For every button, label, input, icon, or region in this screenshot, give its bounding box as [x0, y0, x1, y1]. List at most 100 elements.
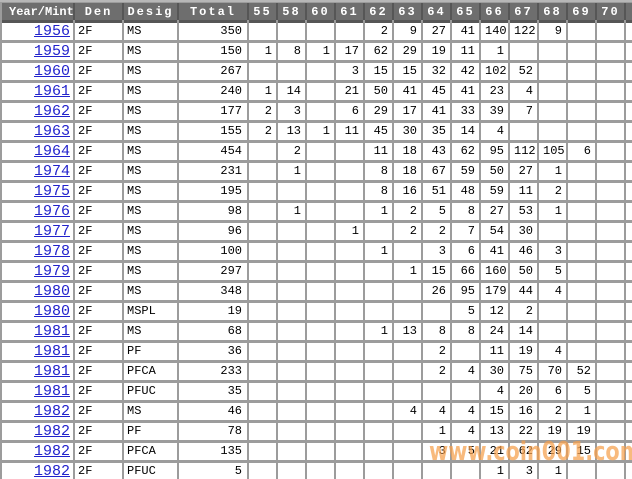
year-link[interactable]: 1981	[33, 343, 70, 360]
den-cell: 2F	[75, 163, 122, 180]
year-link[interactable]: 1961	[33, 83, 70, 100]
grade-64-cell: 2	[423, 343, 450, 360]
grade-61-cell	[336, 183, 363, 200]
grade-66-cell: 27	[481, 203, 508, 220]
year-link[interactable]: 1981	[33, 323, 70, 340]
clipped-cell	[626, 143, 632, 160]
year-link[interactable]: 1962	[33, 103, 70, 120]
grade-62-cell: 29	[365, 103, 392, 120]
total-cell: 35	[179, 383, 247, 400]
year-link[interactable]: 1960	[33, 63, 70, 80]
den-cell: 2F	[75, 103, 122, 120]
clipped-cell	[626, 383, 632, 400]
grade-69-cell	[568, 43, 595, 60]
grade-55-cell	[249, 263, 276, 280]
grade-60-cell	[307, 323, 334, 340]
grade-64-cell: 5	[423, 203, 450, 220]
grade-69-cell	[568, 103, 595, 120]
den-cell: 2F	[75, 423, 122, 440]
year-link[interactable]: 1976	[33, 203, 70, 220]
grade-68-cell: 6	[539, 383, 566, 400]
grade-69-cell	[568, 283, 595, 300]
grade-63-cell: 41	[394, 83, 421, 100]
grade-70-cell	[597, 263, 624, 280]
grade-70-cell	[597, 383, 624, 400]
year-link[interactable]: 1959	[33, 43, 70, 60]
year-link[interactable]: 1981	[33, 363, 70, 380]
grade-65-cell: 4	[452, 423, 479, 440]
grade-68-cell	[539, 103, 566, 120]
desig-cell: MS	[124, 403, 177, 420]
table-row: 1981 2F PF 36 2 11 19 4	[2, 343, 632, 360]
grade-65-cell: 66	[452, 263, 479, 280]
grade-68-cell	[539, 83, 566, 100]
grade-68-cell	[539, 63, 566, 80]
grade-65-cell: 33	[452, 103, 479, 120]
year-link[interactable]: 1981	[33, 383, 70, 400]
grade-62-cell: 11	[365, 143, 392, 160]
total-cell: 46	[179, 403, 247, 420]
clipped-cell	[626, 423, 632, 440]
year-link[interactable]: 1963	[33, 123, 70, 140]
year-link[interactable]: 1977	[33, 223, 70, 240]
grade-68-cell	[539, 323, 566, 340]
year-link[interactable]: 1978	[33, 243, 70, 260]
clipped-cell	[626, 123, 632, 140]
year-cell: 1977	[2, 223, 73, 240]
grade-65-cell: 7	[452, 223, 479, 240]
grade-64-cell: 41	[423, 103, 450, 120]
total-cell: 78	[179, 423, 247, 440]
year-cell: 1981	[2, 363, 73, 380]
grade-66-cell: 24	[481, 323, 508, 340]
year-link[interactable]: 1975	[33, 183, 70, 200]
grade-67-cell: 44	[510, 283, 537, 300]
grade-62-cell	[365, 343, 392, 360]
desig-cell: MS	[124, 23, 177, 40]
year-link[interactable]: 1980	[33, 283, 70, 300]
total-cell: 96	[179, 223, 247, 240]
grade-69-cell	[568, 83, 595, 100]
table-row: 1960 2F MS 267 3 15 15 32 42 102 52	[2, 63, 632, 80]
year-link[interactable]: 1980	[33, 303, 70, 320]
grade-70-cell	[597, 463, 624, 479]
year-cell: 1959	[2, 43, 73, 60]
grade-69-cell	[568, 463, 595, 479]
den-cell: 2F	[75, 243, 122, 260]
table-row: 1956 2F MS 350 2 9 27 41 140 122 9	[2, 23, 632, 40]
grade-60-cell	[307, 303, 334, 320]
grade-65-cell	[452, 463, 479, 479]
grade-67-cell	[510, 43, 537, 60]
grade-55-cell	[249, 403, 276, 420]
grade-62-cell	[365, 283, 392, 300]
grade-63-cell	[394, 363, 421, 380]
grade-69-cell	[568, 183, 595, 200]
total-cell: 100	[179, 243, 247, 260]
grade-63-cell: 1	[394, 263, 421, 280]
grade-67-cell: 4	[510, 83, 537, 100]
year-link[interactable]: 1982	[33, 463, 70, 479]
year-link[interactable]: 1982	[33, 403, 70, 420]
grade-61-cell	[336, 303, 363, 320]
year-link[interactable]: 1974	[33, 163, 70, 180]
grade-68-cell: 1	[539, 203, 566, 220]
year-link[interactable]: 1964	[33, 143, 70, 160]
grade-70-cell	[597, 283, 624, 300]
grade-66-cell: 4	[481, 383, 508, 400]
year-link[interactable]: 1956	[33, 23, 70, 40]
col-header-69: 69	[568, 3, 595, 20]
year-cell: 1982	[2, 403, 73, 420]
year-link[interactable]: 1979	[33, 263, 70, 280]
grade-65-cell	[452, 383, 479, 400]
col-header-61: 61	[336, 3, 363, 20]
grade-65-cell: 8	[452, 203, 479, 220]
year-link[interactable]: 1982	[33, 443, 70, 460]
grade-55-cell	[249, 223, 276, 240]
table-row: 1976 2F MS 98 1 1 2 5 8 27 53 1	[2, 203, 632, 220]
desig-cell: PFUC	[124, 383, 177, 400]
grade-70-cell	[597, 223, 624, 240]
year-link[interactable]: 1982	[33, 423, 70, 440]
grade-67-cell: 19	[510, 343, 537, 360]
grade-65-cell: 4	[452, 403, 479, 420]
den-cell: 2F	[75, 43, 122, 60]
clipped-cell	[626, 243, 632, 260]
